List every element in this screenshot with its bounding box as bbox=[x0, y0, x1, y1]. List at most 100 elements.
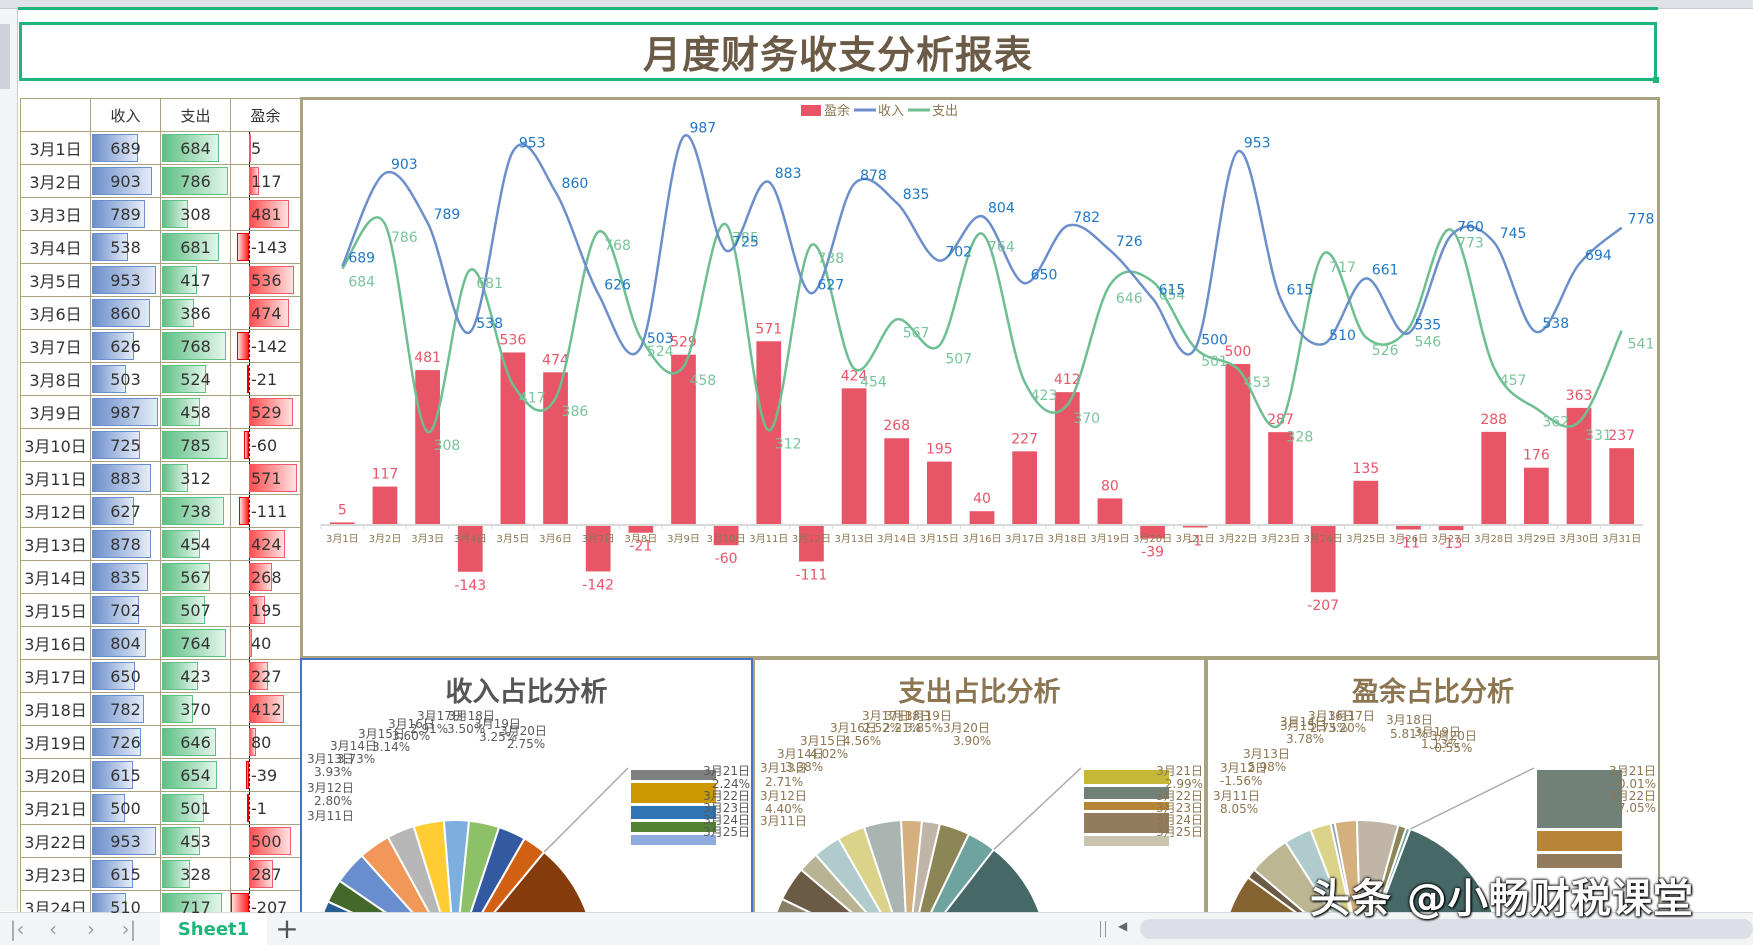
expense-cell[interactable]: 646 bbox=[160, 725, 231, 759]
surplus-bar[interactable] bbox=[372, 486, 398, 524]
prev-sheet-button[interactable]: ‹ bbox=[49, 917, 57, 941]
income-cell[interactable]: 689 bbox=[90, 131, 161, 165]
expense-cell[interactable]: 454 bbox=[160, 527, 231, 561]
expense-cell[interactable]: 768 bbox=[160, 329, 231, 363]
bar-of-pie-segment[interactable] bbox=[631, 806, 716, 819]
income-cell[interactable]: 883 bbox=[90, 461, 161, 495]
date-cell[interactable]: 3月21日 bbox=[20, 791, 91, 825]
first-sheet-button[interactable]: |‹ bbox=[9, 917, 25, 941]
surplus-cell[interactable]: 536 bbox=[230, 263, 301, 297]
surplus-bar[interactable] bbox=[628, 526, 654, 533]
bar-of-pie-segment[interactable] bbox=[1084, 813, 1169, 833]
date-cell[interactable]: 3月16日 bbox=[20, 626, 91, 660]
surplus-bar[interactable] bbox=[543, 372, 568, 524]
expense-cell[interactable]: 423 bbox=[160, 659, 231, 693]
surplus-bar[interactable] bbox=[1438, 526, 1464, 531]
surplus-bar[interactable] bbox=[457, 526, 483, 572]
expense-cell[interactable]: 738 bbox=[160, 494, 231, 528]
date-cell[interactable]: 3月18日 bbox=[20, 692, 91, 726]
surplus-bar[interactable] bbox=[969, 511, 995, 524]
expense-cell[interactable]: 524 bbox=[160, 362, 231, 396]
surplus-bar[interactable] bbox=[671, 354, 696, 524]
date-cell[interactable]: 3月19日 bbox=[20, 725, 91, 759]
date-cell[interactable]: 3月5日 bbox=[20, 263, 91, 297]
income-cell[interactable]: 804 bbox=[90, 626, 161, 660]
income-cell[interactable]: 726 bbox=[90, 725, 161, 759]
surplus-bar[interactable] bbox=[1225, 364, 1251, 524]
surplus-bar[interactable] bbox=[1524, 467, 1549, 524]
expense-cell[interactable]: 785 bbox=[160, 428, 231, 462]
surplus-cell[interactable]: 412 bbox=[230, 692, 301, 726]
expense-cell[interactable]: 681 bbox=[160, 230, 231, 264]
surplus-cell[interactable]: 571 bbox=[230, 461, 301, 495]
bar-of-pie-segment[interactable] bbox=[1084, 770, 1169, 784]
surplus-bar[interactable] bbox=[756, 341, 782, 524]
expense-cell[interactable]: 417 bbox=[160, 263, 231, 297]
date-cell[interactable]: 3月9日 bbox=[20, 395, 91, 429]
surplus-bar[interactable] bbox=[1310, 526, 1336, 593]
date-cell[interactable]: 3月14日 bbox=[20, 560, 91, 594]
date-cell[interactable]: 3月13日 bbox=[20, 527, 91, 561]
surplus-cell[interactable]: 500 bbox=[230, 824, 301, 858]
expense-cell[interactable]: 684 bbox=[160, 131, 231, 165]
combo-chart[interactable]: 盈余 收入 支出 5 117 481 -143 536 474 -142 -21 529 -60 571-… bbox=[300, 97, 1660, 659]
bar-of-pie-segment[interactable] bbox=[1537, 854, 1622, 868]
bar-of-pie-segment[interactable] bbox=[631, 835, 716, 845]
bar-of-pie-segment[interactable] bbox=[631, 770, 716, 780]
date-cell[interactable]: 3月10日 bbox=[20, 428, 91, 462]
surplus-cell[interactable]: -60 bbox=[230, 428, 301, 462]
date-cell[interactable]: 3月3日 bbox=[20, 197, 91, 231]
surplus-cell[interactable]: 195 bbox=[230, 593, 301, 627]
income-cell[interactable]: 626 bbox=[90, 329, 161, 363]
income-cell[interactable]: 782 bbox=[90, 692, 161, 726]
surplus-cell[interactable]: 474 bbox=[230, 296, 301, 330]
income-cell[interactable]: 615 bbox=[90, 857, 161, 891]
income-cell[interactable]: 987 bbox=[90, 395, 161, 429]
last-sheet-button[interactable]: ›| bbox=[121, 917, 137, 941]
date-cell[interactable]: 3月20日 bbox=[20, 758, 91, 792]
bar-of-pie-segment[interactable] bbox=[1084, 802, 1169, 810]
expense-cell[interactable]: 453 bbox=[160, 824, 231, 858]
bar-of-pie-segment[interactable] bbox=[1084, 787, 1169, 799]
date-cell[interactable]: 3月11日 bbox=[20, 461, 91, 495]
row-header-bar[interactable] bbox=[0, 9, 18, 911]
surplus-bar[interactable] bbox=[1268, 432, 1293, 524]
expense-cell[interactable]: 654 bbox=[160, 758, 231, 792]
date-cell[interactable]: 3月7日 bbox=[20, 329, 91, 363]
surplus-cell[interactable]: 287 bbox=[230, 857, 301, 891]
scroll-left-arrow-icon[interactable]: ◀ bbox=[1118, 919, 1128, 933]
surplus-cell[interactable]: -143 bbox=[230, 230, 301, 264]
surplus-bar[interactable] bbox=[1182, 526, 1208, 528]
date-cell[interactable]: 3月6日 bbox=[20, 296, 91, 330]
expense-cell[interactable]: 786 bbox=[160, 164, 231, 198]
expense-cell[interactable]: 458 bbox=[160, 395, 231, 429]
date-cell[interactable]: 3月8日 bbox=[20, 362, 91, 396]
surplus-bar[interactable] bbox=[1396, 526, 1421, 530]
surplus-bar[interactable] bbox=[799, 526, 824, 562]
header-expense[interactable]: 支出 bbox=[160, 98, 231, 132]
surplus-cell[interactable]: 481 bbox=[230, 197, 301, 231]
income-cell[interactable]: 878 bbox=[90, 527, 161, 561]
tab-sheet1[interactable]: Sheet1 bbox=[160, 913, 267, 945]
surplus-bar[interactable] bbox=[926, 461, 952, 524]
date-cell[interactable]: 3月15日 bbox=[20, 593, 91, 627]
date-cell[interactable]: 3月12日 bbox=[20, 494, 91, 528]
surplus-cell[interactable]: -39 bbox=[230, 758, 301, 792]
expense-cell[interactable]: 501 bbox=[160, 791, 231, 825]
surplus-cell[interactable]: -1 bbox=[230, 791, 301, 825]
surplus-cell[interactable]: -111 bbox=[230, 494, 301, 528]
income-cell[interactable]: 953 bbox=[90, 263, 161, 297]
income-cell[interactable]: 538 bbox=[90, 230, 161, 264]
income-cell[interactable]: 702 bbox=[90, 593, 161, 627]
surplus-cell[interactable]: 424 bbox=[230, 527, 301, 561]
income-cell[interactable]: 725 bbox=[90, 428, 161, 462]
income-cell[interactable]: 860 bbox=[90, 296, 161, 330]
surplus-bar[interactable] bbox=[1012, 451, 1038, 524]
surplus-bar[interactable] bbox=[1609, 448, 1635, 524]
income-line[interactable] bbox=[341, 134, 1623, 356]
surplus-bar[interactable] bbox=[841, 388, 867, 524]
surplus-bar[interactable] bbox=[1140, 526, 1165, 539]
income-cell[interactable]: 903 bbox=[90, 164, 161, 198]
surplus-cell[interactable]: 268 bbox=[230, 560, 301, 594]
fill-handle[interactable] bbox=[1653, 77, 1659, 83]
